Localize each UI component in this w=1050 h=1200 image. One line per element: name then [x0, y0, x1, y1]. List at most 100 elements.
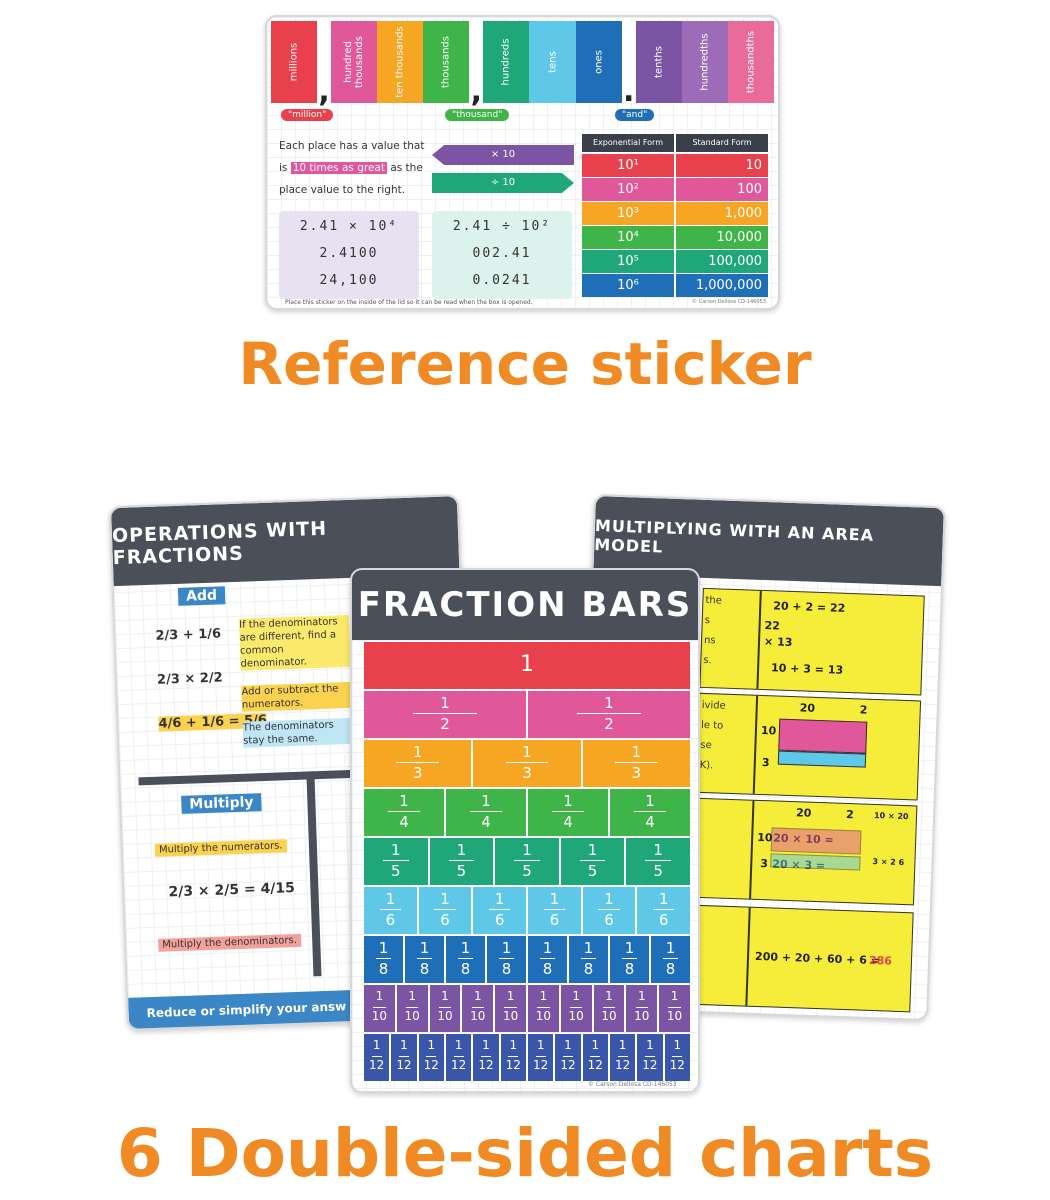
fraction-bar: 1 12: [473, 1034, 501, 1081]
numerator: 1: [482, 1038, 490, 1052]
fraction-bar: 1 12: [364, 1034, 392, 1081]
denominator: 5: [391, 862, 401, 880]
fragment: K).: [699, 759, 714, 772]
denominator: 12: [478, 1058, 494, 1072]
fraction-line: [480, 1056, 492, 1057]
numerator: 1: [408, 989, 417, 1003]
fraction-line: [371, 1056, 382, 1057]
separator: ,: [469, 21, 484, 109]
table-cell: 100,000: [676, 250, 768, 273]
caption-bottom: 6 Double-sided charts: [116, 1115, 934, 1192]
denominator: 6: [658, 911, 669, 929]
separator-mark: ,: [318, 74, 330, 109]
denominator: 10: [437, 1009, 453, 1023]
panel-divider: [749, 800, 755, 899]
fraction-line: [498, 958, 515, 959]
fraction-line: [514, 860, 540, 861]
table-cell: 10⁵: [582, 250, 674, 273]
fraction-line: [668, 1007, 681, 1008]
fraction-line: [576, 713, 642, 714]
fraction-line: [375, 958, 392, 959]
place-name: thousandths: [745, 30, 757, 94]
panel-text: 10 × 20: [873, 810, 909, 822]
denominator: 12: [532, 1058, 549, 1072]
example-line: 2.4100: [319, 246, 379, 261]
numerator: 1: [440, 890, 450, 908]
example-line: 0.0241: [472, 273, 532, 288]
numerator: 1: [583, 939, 594, 957]
separator-mark: .: [622, 74, 635, 109]
denominator: 2: [440, 715, 450, 733]
panel-text: 3 × 2 6: [872, 856, 905, 868]
numerator: 1: [658, 890, 669, 908]
numerator: 1: [399, 792, 409, 810]
fraction-line: [552, 811, 584, 812]
numerator: 1: [427, 1038, 436, 1052]
numerator: 1: [670, 989, 679, 1003]
denominator: 8: [665, 960, 676, 978]
panel-divider: [756, 590, 762, 689]
period-label: "million": [281, 109, 334, 121]
panel-text: 200 + 20 + 60 + 6 =: [754, 949, 881, 968]
fraction-line: [471, 1007, 484, 1008]
denominator: 8: [419, 960, 430, 978]
fraction-line: [396, 762, 440, 763]
fraction-line: [614, 762, 658, 763]
panel: the s ns s. 20 + 2 = 22 22 × 13 10 + 3 = 13: [699, 587, 925, 696]
fraction-line: [570, 1007, 583, 1008]
fraction-bar: 1 12: [391, 1034, 419, 1081]
fraction-bar: 1 12: [500, 1034, 528, 1081]
denominator: 12: [642, 1058, 658, 1072]
table-cell: 10⁶: [582, 274, 674, 297]
place-column: tens: [529, 21, 576, 103]
fraction-line: [504, 1007, 517, 1008]
fraction-line: [383, 860, 409, 861]
fraction-line: [598, 909, 620, 910]
numerator: 1: [637, 989, 646, 1003]
fraction-line: [453, 1056, 464, 1057]
copyright: © Carson Dellosa CD-146053: [692, 299, 766, 305]
table-cell: 10,000: [676, 226, 768, 249]
numerator: 1: [624, 939, 635, 957]
fraction-line: [617, 1056, 628, 1057]
panel-text: 3: [761, 756, 770, 770]
numerator: 1: [494, 890, 505, 908]
multiply-example: 2/3 × 2/5 = 4/15: [168, 880, 296, 901]
fragment: le to: [700, 719, 724, 732]
place-column: thousandths: [727, 21, 774, 103]
fraction-line: [672, 1056, 683, 1057]
fraction-line: [489, 909, 511, 910]
table-cell: 10⁴: [582, 226, 674, 249]
table-cell: 10²: [582, 178, 674, 201]
denominator: 8: [624, 960, 635, 978]
fraction-line: [562, 1056, 574, 1057]
numerator: 1: [542, 939, 553, 957]
fraction-line: [645, 860, 671, 861]
numerator: 1: [441, 989, 449, 1003]
panel-text: × 13: [763, 635, 793, 650]
fraction-line: [398, 1056, 410, 1057]
place-name: ones: [593, 50, 605, 74]
fraction-bar: 1 10: [364, 985, 397, 1032]
example-line: 2.41 × 10⁴: [299, 219, 399, 234]
numerator: 1: [378, 939, 389, 957]
denominator: 12: [423, 1058, 439, 1072]
fraction-bars-card: FRACTION BARS 1 1 2 1 2 1 3 1 3 1 3 1 4 1 4 1 4 1 4 1 5 1 5 1 5 1 5…: [350, 568, 700, 1093]
add-step: 2/3 + 1/6: [155, 626, 222, 644]
denominator: 12: [587, 1058, 603, 1072]
denominator: 5: [653, 862, 663, 880]
place-name: thousands: [440, 36, 452, 88]
